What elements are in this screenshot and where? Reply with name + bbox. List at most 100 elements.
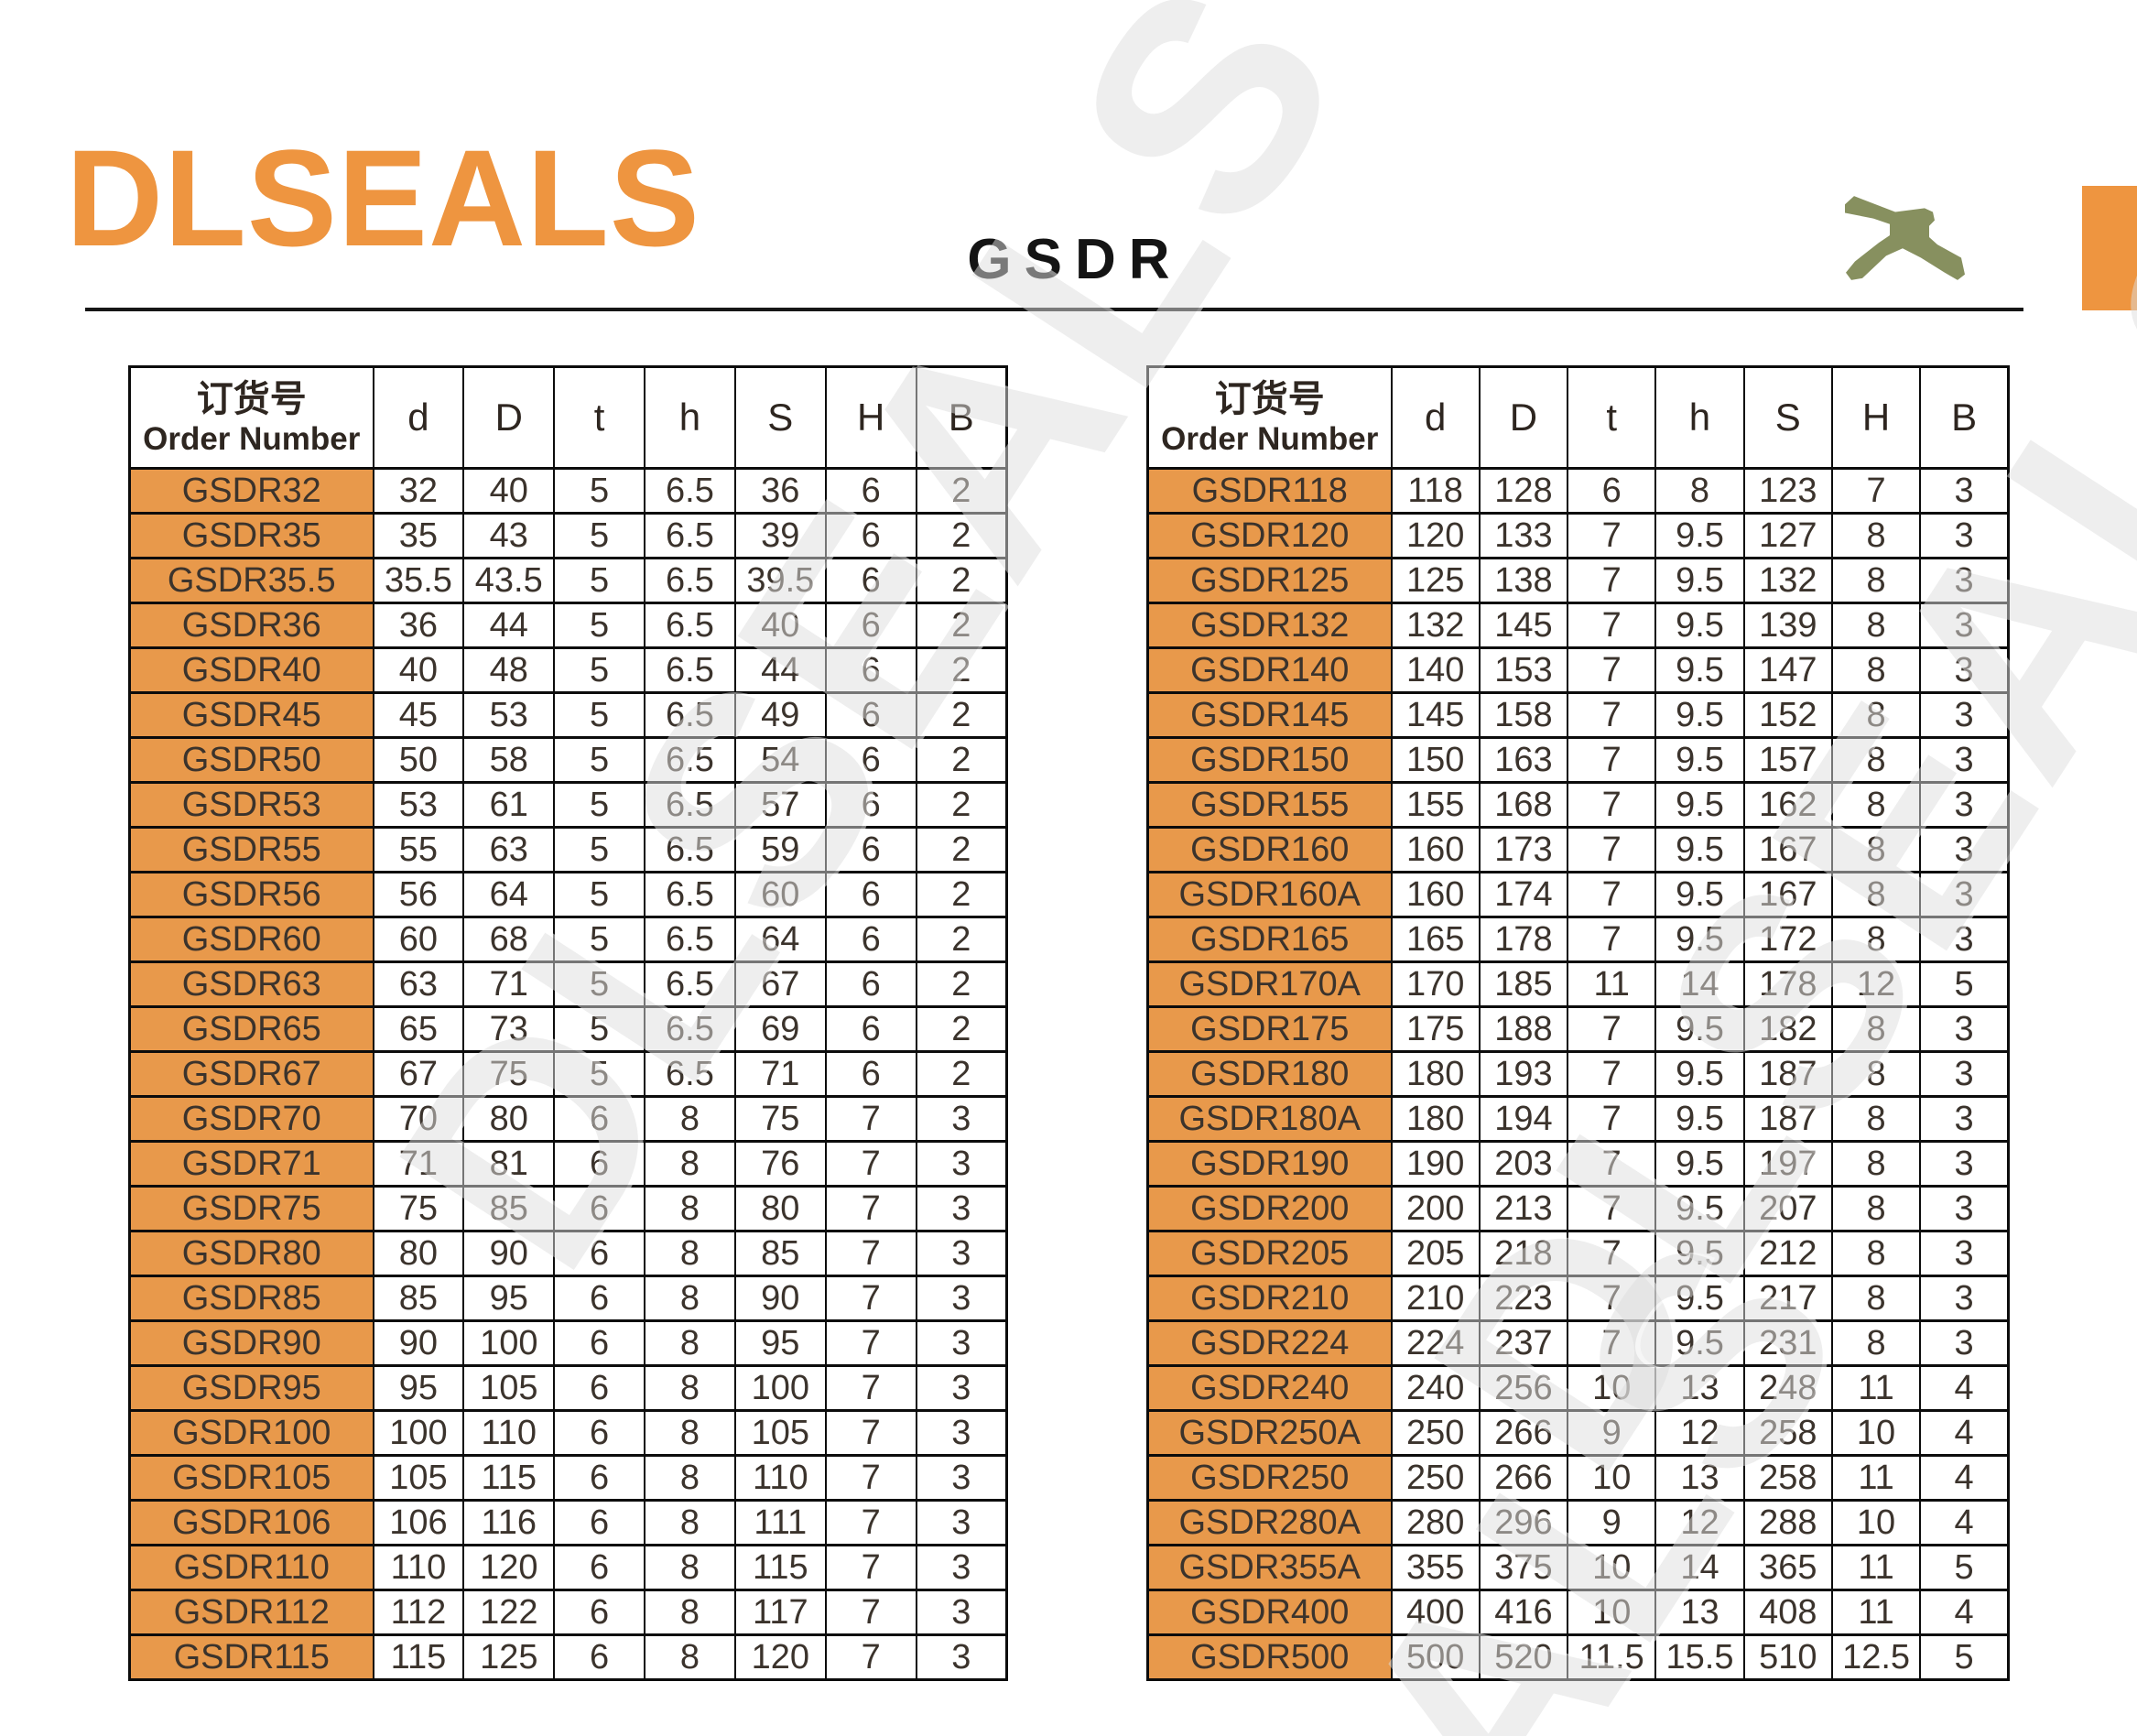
value-cell: 9 <box>1567 1409 1657 1457</box>
table-row: GSDR165 165 178 7 9.5 172 8 3 <box>1146 916 2010 963</box>
value-cell: 6 <box>1567 467 1657 515</box>
value-cell: 296 <box>1478 1499 1569 1546</box>
value-cell: 5 <box>553 467 646 515</box>
value-cell: 67 <box>372 1050 465 1098</box>
value-cell: 7 <box>824 1364 917 1412</box>
brand-logo: DLSEALS <box>66 121 700 275</box>
value-cell: 7 <box>1567 1050 1657 1098</box>
value-cell: 71 <box>733 1050 827 1098</box>
value-cell: 158 <box>1478 691 1569 739</box>
page-title: GSDR <box>967 228 1183 291</box>
value-cell: 85 <box>372 1275 465 1322</box>
title-divider <box>85 308 2023 311</box>
table-row: GSDR205 205 218 7 9.5 212 8 3 <box>1146 1230 2010 1277</box>
table-row: GSDR35.5 35.5 43.5 5 6.5 39.5 6 2 <box>128 557 1008 604</box>
value-cell: 5 <box>553 1005 646 1053</box>
value-cell: 3 <box>1919 602 2010 649</box>
value-cell: 71 <box>462 960 556 1008</box>
value-cell: 110 <box>733 1454 827 1502</box>
value-cell: 14 <box>1654 960 1745 1008</box>
value-cell: 9.5 <box>1654 1230 1745 1277</box>
value-cell: 9.5 <box>1654 691 1745 739</box>
order-number-cell: GSDR36 <box>128 602 374 649</box>
value-cell: 5 <box>1919 960 2010 1008</box>
value-cell: 6 <box>824 1005 917 1053</box>
value-cell: 69 <box>733 1005 827 1053</box>
value-cell: 8 <box>1654 467 1745 515</box>
value-cell: 3 <box>1919 871 2010 918</box>
value-cell: 105 <box>462 1364 556 1412</box>
table-row: GSDR180 180 193 7 9.5 187 8 3 <box>1146 1050 2010 1098</box>
order-number-cell: GSDR205 <box>1146 1230 1393 1277</box>
value-cell: 67 <box>733 960 827 1008</box>
value-cell: 3 <box>1919 646 2010 694</box>
col-header-B: B <box>915 365 1008 470</box>
order-number-cell: GSDR250 <box>1146 1454 1393 1502</box>
col-header-B: B <box>1919 365 2010 470</box>
value-cell: 8 <box>644 1589 736 1636</box>
value-cell: 115 <box>733 1544 827 1591</box>
value-cell: 147 <box>1742 646 1833 694</box>
order-number-cell: GSDR35 <box>128 512 374 559</box>
value-cell: 3 <box>1919 1140 2010 1188</box>
order-number-cell: GSDR132 <box>1146 602 1393 649</box>
value-cell: 6 <box>824 736 917 784</box>
order-number-cell: GSDR190 <box>1146 1140 1393 1188</box>
order-number-cell: GSDR67 <box>128 1050 374 1098</box>
table-row: GSDR50 50 58 5 6.5 54 6 2 <box>128 736 1008 784</box>
value-cell: 14 <box>1654 1544 1745 1591</box>
value-cell: 68 <box>462 916 556 963</box>
value-cell: 9.5 <box>1654 826 1745 873</box>
value-cell: 375 <box>1478 1544 1569 1591</box>
order-number-cell: GSDR500 <box>1146 1633 1393 1681</box>
col-header-t: t <box>1567 365 1657 470</box>
value-cell: 48 <box>462 646 556 694</box>
value-cell: 416 <box>1478 1589 1569 1636</box>
value-cell: 224 <box>1390 1319 1481 1367</box>
table-row: GSDR90 90 100 6 8 95 7 3 <box>128 1319 1008 1367</box>
table-row: GSDR112 112 122 6 8 117 7 3 <box>128 1589 1008 1636</box>
value-cell: 187 <box>1742 1050 1833 1098</box>
value-cell: 64 <box>462 871 556 918</box>
order-number-cell: GSDR165 <box>1146 916 1393 963</box>
value-cell: 56 <box>372 871 465 918</box>
order-number-cell: GSDR120 <box>1146 512 1393 559</box>
value-cell: 2 <box>915 512 1008 559</box>
value-cell: 7 <box>1567 1095 1657 1143</box>
value-cell: 122 <box>462 1589 556 1636</box>
value-cell: 116 <box>462 1499 556 1546</box>
table-row: GSDR80 80 90 6 8 85 7 3 <box>128 1230 1008 1277</box>
value-cell: 7 <box>1567 871 1657 918</box>
value-cell: 205 <box>1390 1230 1481 1277</box>
order-number-cell: GSDR53 <box>128 781 374 829</box>
value-cell: 80 <box>372 1230 465 1277</box>
value-cell: 266 <box>1478 1409 1569 1457</box>
value-cell: 2 <box>915 602 1008 649</box>
value-cell: 6.5 <box>644 960 736 1008</box>
order-number-cell: GSDR105 <box>128 1454 374 1502</box>
value-cell: 180 <box>1390 1050 1481 1098</box>
value-cell: 5 <box>1919 1544 2010 1591</box>
value-cell: 167 <box>1742 871 1833 918</box>
value-cell: 8 <box>644 1544 736 1591</box>
order-number-cell: GSDR140 <box>1146 646 1393 694</box>
value-cell: 40 <box>372 646 465 694</box>
table-row: GSDR250A 250 266 9 12 258 10 4 <box>1146 1409 2010 1457</box>
value-cell: 248 <box>1742 1364 1833 1412</box>
order-number-cell: GSDR63 <box>128 960 374 1008</box>
value-cell: 7 <box>1567 1140 1657 1188</box>
value-cell: 6 <box>553 1185 646 1232</box>
value-cell: 12.5 <box>1830 1633 1922 1681</box>
value-cell: 8 <box>644 1409 736 1457</box>
value-cell: 168 <box>1478 781 1569 829</box>
value-cell: 6 <box>553 1364 646 1412</box>
order-number-cell: GSDR400 <box>1146 1589 1393 1636</box>
value-cell: 250 <box>1390 1409 1481 1457</box>
value-cell: 60 <box>733 871 827 918</box>
table-row: GSDR36 36 44 5 6.5 40 6 2 <box>128 602 1008 649</box>
value-cell: 203 <box>1478 1140 1569 1188</box>
table-row: GSDR180A 180 194 7 9.5 187 8 3 <box>1146 1095 2010 1143</box>
order-number-cell: GSDR32 <box>128 467 374 515</box>
